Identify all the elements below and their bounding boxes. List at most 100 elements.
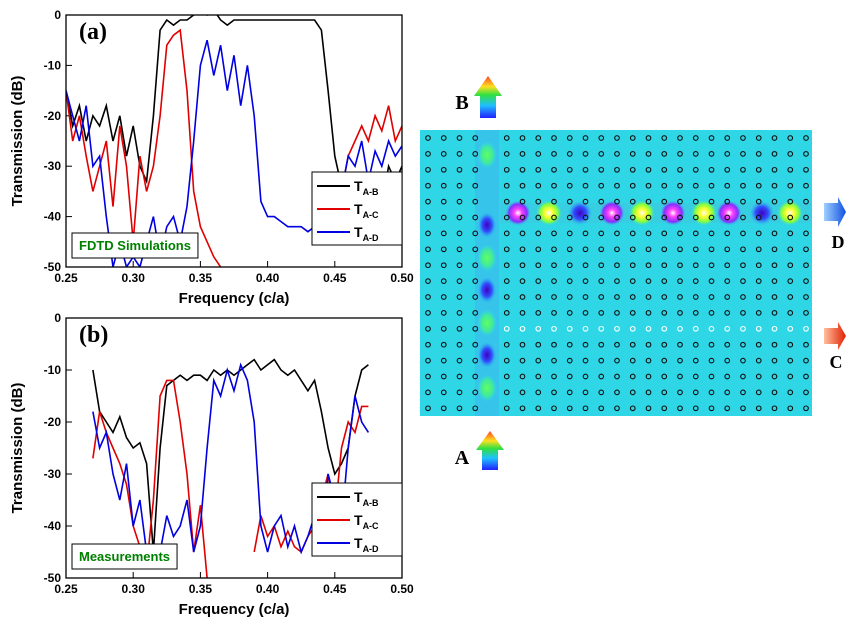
x-tick-label: 0.45	[323, 271, 347, 285]
rod	[771, 135, 778, 141]
rod	[803, 341, 809, 348]
rod	[740, 262, 746, 269]
rod	[566, 246, 573, 253]
rod	[535, 294, 542, 300]
rod	[535, 182, 542, 189]
rod	[771, 262, 778, 269]
rod	[440, 294, 447, 300]
rod	[472, 214, 479, 221]
rod	[708, 230, 715, 237]
rod	[724, 230, 731, 237]
panel-label: (a)	[79, 19, 107, 45]
rod	[755, 135, 762, 141]
rod	[787, 341, 794, 348]
rod	[614, 230, 620, 237]
rod	[677, 230, 683, 237]
rod	[566, 341, 573, 348]
data-line	[92, 358, 369, 553]
rod	[614, 278, 620, 284]
rod	[614, 389, 620, 396]
x-tick-label: 0.50	[390, 271, 414, 285]
y-tick-label: -50	[44, 260, 62, 274]
y-tick-label: 0	[54, 8, 61, 22]
rod	[503, 294, 510, 300]
rod	[614, 166, 620, 173]
rod	[614, 357, 620, 364]
rod	[614, 151, 620, 157]
y-tick-label: 0	[54, 311, 61, 325]
rod	[551, 405, 557, 412]
note: FDTD Simulations	[79, 238, 191, 253]
rod	[787, 325, 794, 332]
rod	[645, 325, 652, 332]
rod	[456, 325, 463, 332]
rod	[645, 389, 652, 396]
rod	[724, 135, 731, 141]
rod	[740, 294, 746, 300]
field-spot	[777, 200, 803, 226]
rod	[456, 135, 463, 141]
rod	[566, 166, 573, 173]
rod	[566, 373, 573, 380]
rod	[661, 310, 668, 316]
rod	[724, 182, 731, 189]
rod	[614, 135, 620, 141]
rod	[472, 357, 479, 364]
rod	[708, 135, 715, 141]
rod	[724, 389, 731, 396]
rod	[551, 214, 557, 221]
rod	[803, 198, 809, 205]
rod	[708, 294, 715, 300]
rod	[661, 278, 668, 284]
rod	[740, 230, 746, 237]
rod	[708, 278, 715, 284]
y-axis-label: Transmission (dB)	[9, 383, 26, 514]
rod	[503, 262, 510, 269]
rod	[551, 310, 557, 316]
rod	[535, 246, 542, 253]
arrow-d	[824, 197, 846, 227]
rod	[677, 325, 683, 332]
rod	[677, 166, 683, 173]
rod	[519, 341, 526, 348]
rod	[771, 182, 778, 189]
rod	[582, 214, 589, 221]
rod	[677, 135, 683, 141]
rod	[503, 373, 510, 380]
rod	[708, 198, 715, 205]
rod	[645, 262, 652, 269]
rod	[661, 405, 668, 412]
y-tick-label: -40	[44, 210, 62, 224]
rod	[755, 278, 762, 284]
rod	[708, 246, 715, 253]
rod	[629, 294, 636, 300]
rod	[535, 357, 542, 364]
rod	[614, 341, 620, 348]
rod	[425, 294, 431, 300]
rod	[771, 230, 778, 237]
rod	[677, 246, 683, 253]
rod	[755, 389, 762, 396]
rod	[503, 341, 510, 348]
rod	[440, 389, 447, 396]
rod	[677, 389, 683, 396]
rod	[456, 294, 463, 300]
rod	[582, 198, 589, 205]
rod	[803, 166, 809, 173]
rod	[551, 166, 557, 173]
rod	[551, 262, 557, 269]
rod	[566, 389, 573, 396]
rod	[645, 214, 652, 221]
field-spot	[716, 200, 742, 226]
rod	[740, 198, 746, 205]
legend-label: TA-D	[354, 535, 379, 554]
rod	[440, 246, 447, 253]
rod	[535, 135, 542, 141]
rod	[472, 325, 479, 332]
port-label: B	[455, 92, 468, 114]
rod	[551, 341, 557, 348]
rod	[645, 151, 652, 157]
rod	[692, 341, 699, 348]
rod	[566, 325, 573, 332]
rod	[787, 357, 794, 364]
